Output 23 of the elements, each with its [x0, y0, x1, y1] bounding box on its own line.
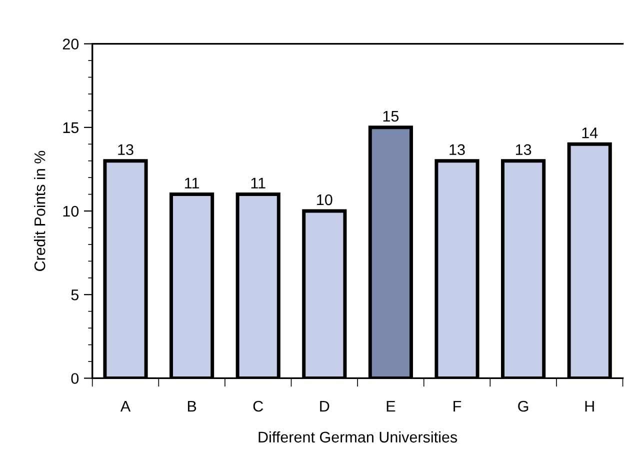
- x-tick-label: A: [120, 400, 131, 412]
- y-tick-label: 20: [62, 38, 79, 50]
- data-label: 15: [383, 110, 399, 122]
- x-tick-label: D: [320, 400, 330, 412]
- y-tick-label: 5: [71, 290, 79, 300]
- x-tick-label: B: [188, 400, 196, 412]
- data-label: 14: [582, 128, 598, 138]
- data-label: 11: [185, 178, 199, 188]
- data-label: 13: [118, 144, 134, 156]
- x-axis-title: Different German Universities: [258, 431, 458, 443]
- x-tick-label: H: [585, 400, 594, 412]
- x-tick-label: G: [518, 400, 528, 412]
- data-label: 13: [516, 144, 532, 156]
- data-label: 11: [251, 178, 266, 188]
- x-tick-label: C: [253, 400, 264, 412]
- y-tick-label: 0: [71, 373, 79, 384]
- x-tick-label: E: [386, 400, 396, 412]
- y-tick-label: 10: [63, 206, 79, 217]
- data-label: 13: [450, 144, 465, 156]
- y-tick-label: 15: [63, 122, 79, 134]
- x-tick-label: F: [454, 400, 462, 412]
- data-label: 10: [317, 194, 332, 206]
- y-axis-title: Credit Points in %: [34, 150, 46, 271]
